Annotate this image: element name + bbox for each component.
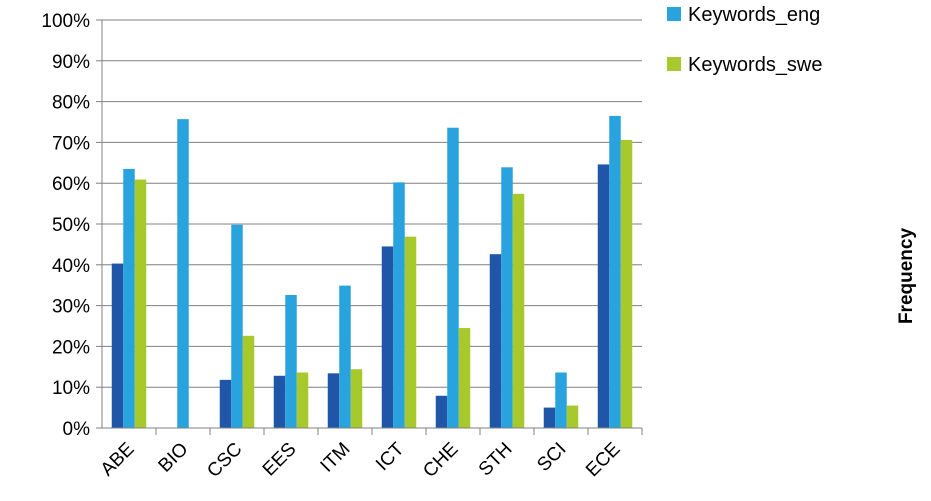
bars bbox=[111, 115, 633, 429]
gridlines bbox=[102, 19, 642, 388]
bar-itm-series-1 bbox=[327, 373, 340, 428]
bar-ees-series-2 bbox=[285, 294, 297, 428]
bar-che-series-1 bbox=[435, 395, 448, 428]
bar-ees-series-1 bbox=[273, 375, 286, 428]
bar-itm-series-2 bbox=[339, 285, 351, 428]
bar-sci-series-2 bbox=[555, 372, 567, 428]
bar-csc-series-1 bbox=[219, 379, 232, 428]
bar-bio-series-2 bbox=[177, 119, 189, 428]
x-tick-label: BIO bbox=[155, 439, 193, 477]
x-tick-label: ITM bbox=[317, 439, 355, 477]
bar-abe-series-3 bbox=[134, 179, 147, 428]
bar-sth-series-1 bbox=[489, 254, 502, 428]
bar-ece-series-2 bbox=[609, 115, 621, 428]
y-tick-label: 80% bbox=[52, 93, 90, 114]
bar-sci-series-3 bbox=[566, 405, 579, 428]
x-tick-label: ICT bbox=[372, 438, 409, 475]
bar-ece-series-3 bbox=[620, 139, 633, 428]
bar-csc-series-3 bbox=[242, 335, 255, 428]
x-tick-label: EES bbox=[259, 439, 301, 481]
y-tick-label: 20% bbox=[52, 337, 90, 358]
y-tick-label: 40% bbox=[52, 256, 90, 277]
bar-ict-series-1 bbox=[381, 246, 394, 428]
y-tick-labels: 0% 10% 20% 30% 40% 50% 60% 70% 80% 90% 100% bbox=[41, 11, 90, 440]
x-tick-label: CHE bbox=[419, 439, 462, 482]
legend-swatch bbox=[667, 57, 681, 71]
bar-sth-series-3 bbox=[512, 193, 525, 428]
bar-abe-series-2 bbox=[123, 168, 135, 429]
bar-ict-series-3 bbox=[404, 236, 417, 428]
x-tick-label: CSC bbox=[203, 439, 246, 482]
bar-che-series-2 bbox=[447, 127, 459, 429]
bar-ict-series-2 bbox=[393, 182, 405, 428]
bar-ees-series-3 bbox=[296, 372, 309, 428]
y-tick-label: 70% bbox=[52, 133, 90, 154]
frequency-label: Frequency bbox=[896, 228, 917, 325]
x-tick-label: STH bbox=[475, 439, 517, 481]
bar-sth-series-2 bbox=[501, 167, 513, 429]
bar-abe-series-1 bbox=[111, 263, 124, 428]
legend: Keywords_eng Keywords_swe bbox=[667, 4, 823, 76]
y-tick-label: 60% bbox=[52, 174, 90, 195]
bar-itm-series-3 bbox=[350, 369, 363, 428]
x-tick-label: ECE bbox=[582, 439, 624, 481]
x-tick-label: ABE bbox=[97, 439, 139, 481]
legend-label: Keywords_eng bbox=[688, 4, 820, 26]
y-tick-label: 100% bbox=[41, 11, 90, 32]
bar-ece-series-1 bbox=[597, 164, 610, 428]
y-tick-label: 50% bbox=[52, 215, 90, 236]
bar-sci-series-1 bbox=[543, 407, 556, 428]
legend-swatch bbox=[667, 7, 681, 21]
legend-label: Keywords_swe bbox=[688, 54, 823, 76]
bar-che-series-3 bbox=[458, 328, 471, 428]
y-tick-label: 30% bbox=[52, 297, 90, 318]
y-tick-label: 90% bbox=[52, 52, 90, 73]
y-tick-label: 10% bbox=[52, 378, 90, 399]
x-tick-labels: ABE BIO CSC EES ITM ICT CHE STH SCI ECE bbox=[97, 438, 625, 481]
y-tick-label: 0% bbox=[63, 419, 91, 440]
x-tick-label: SCI bbox=[533, 439, 570, 476]
axes bbox=[96, 19, 643, 435]
bar-csc-series-2 bbox=[231, 224, 243, 428]
